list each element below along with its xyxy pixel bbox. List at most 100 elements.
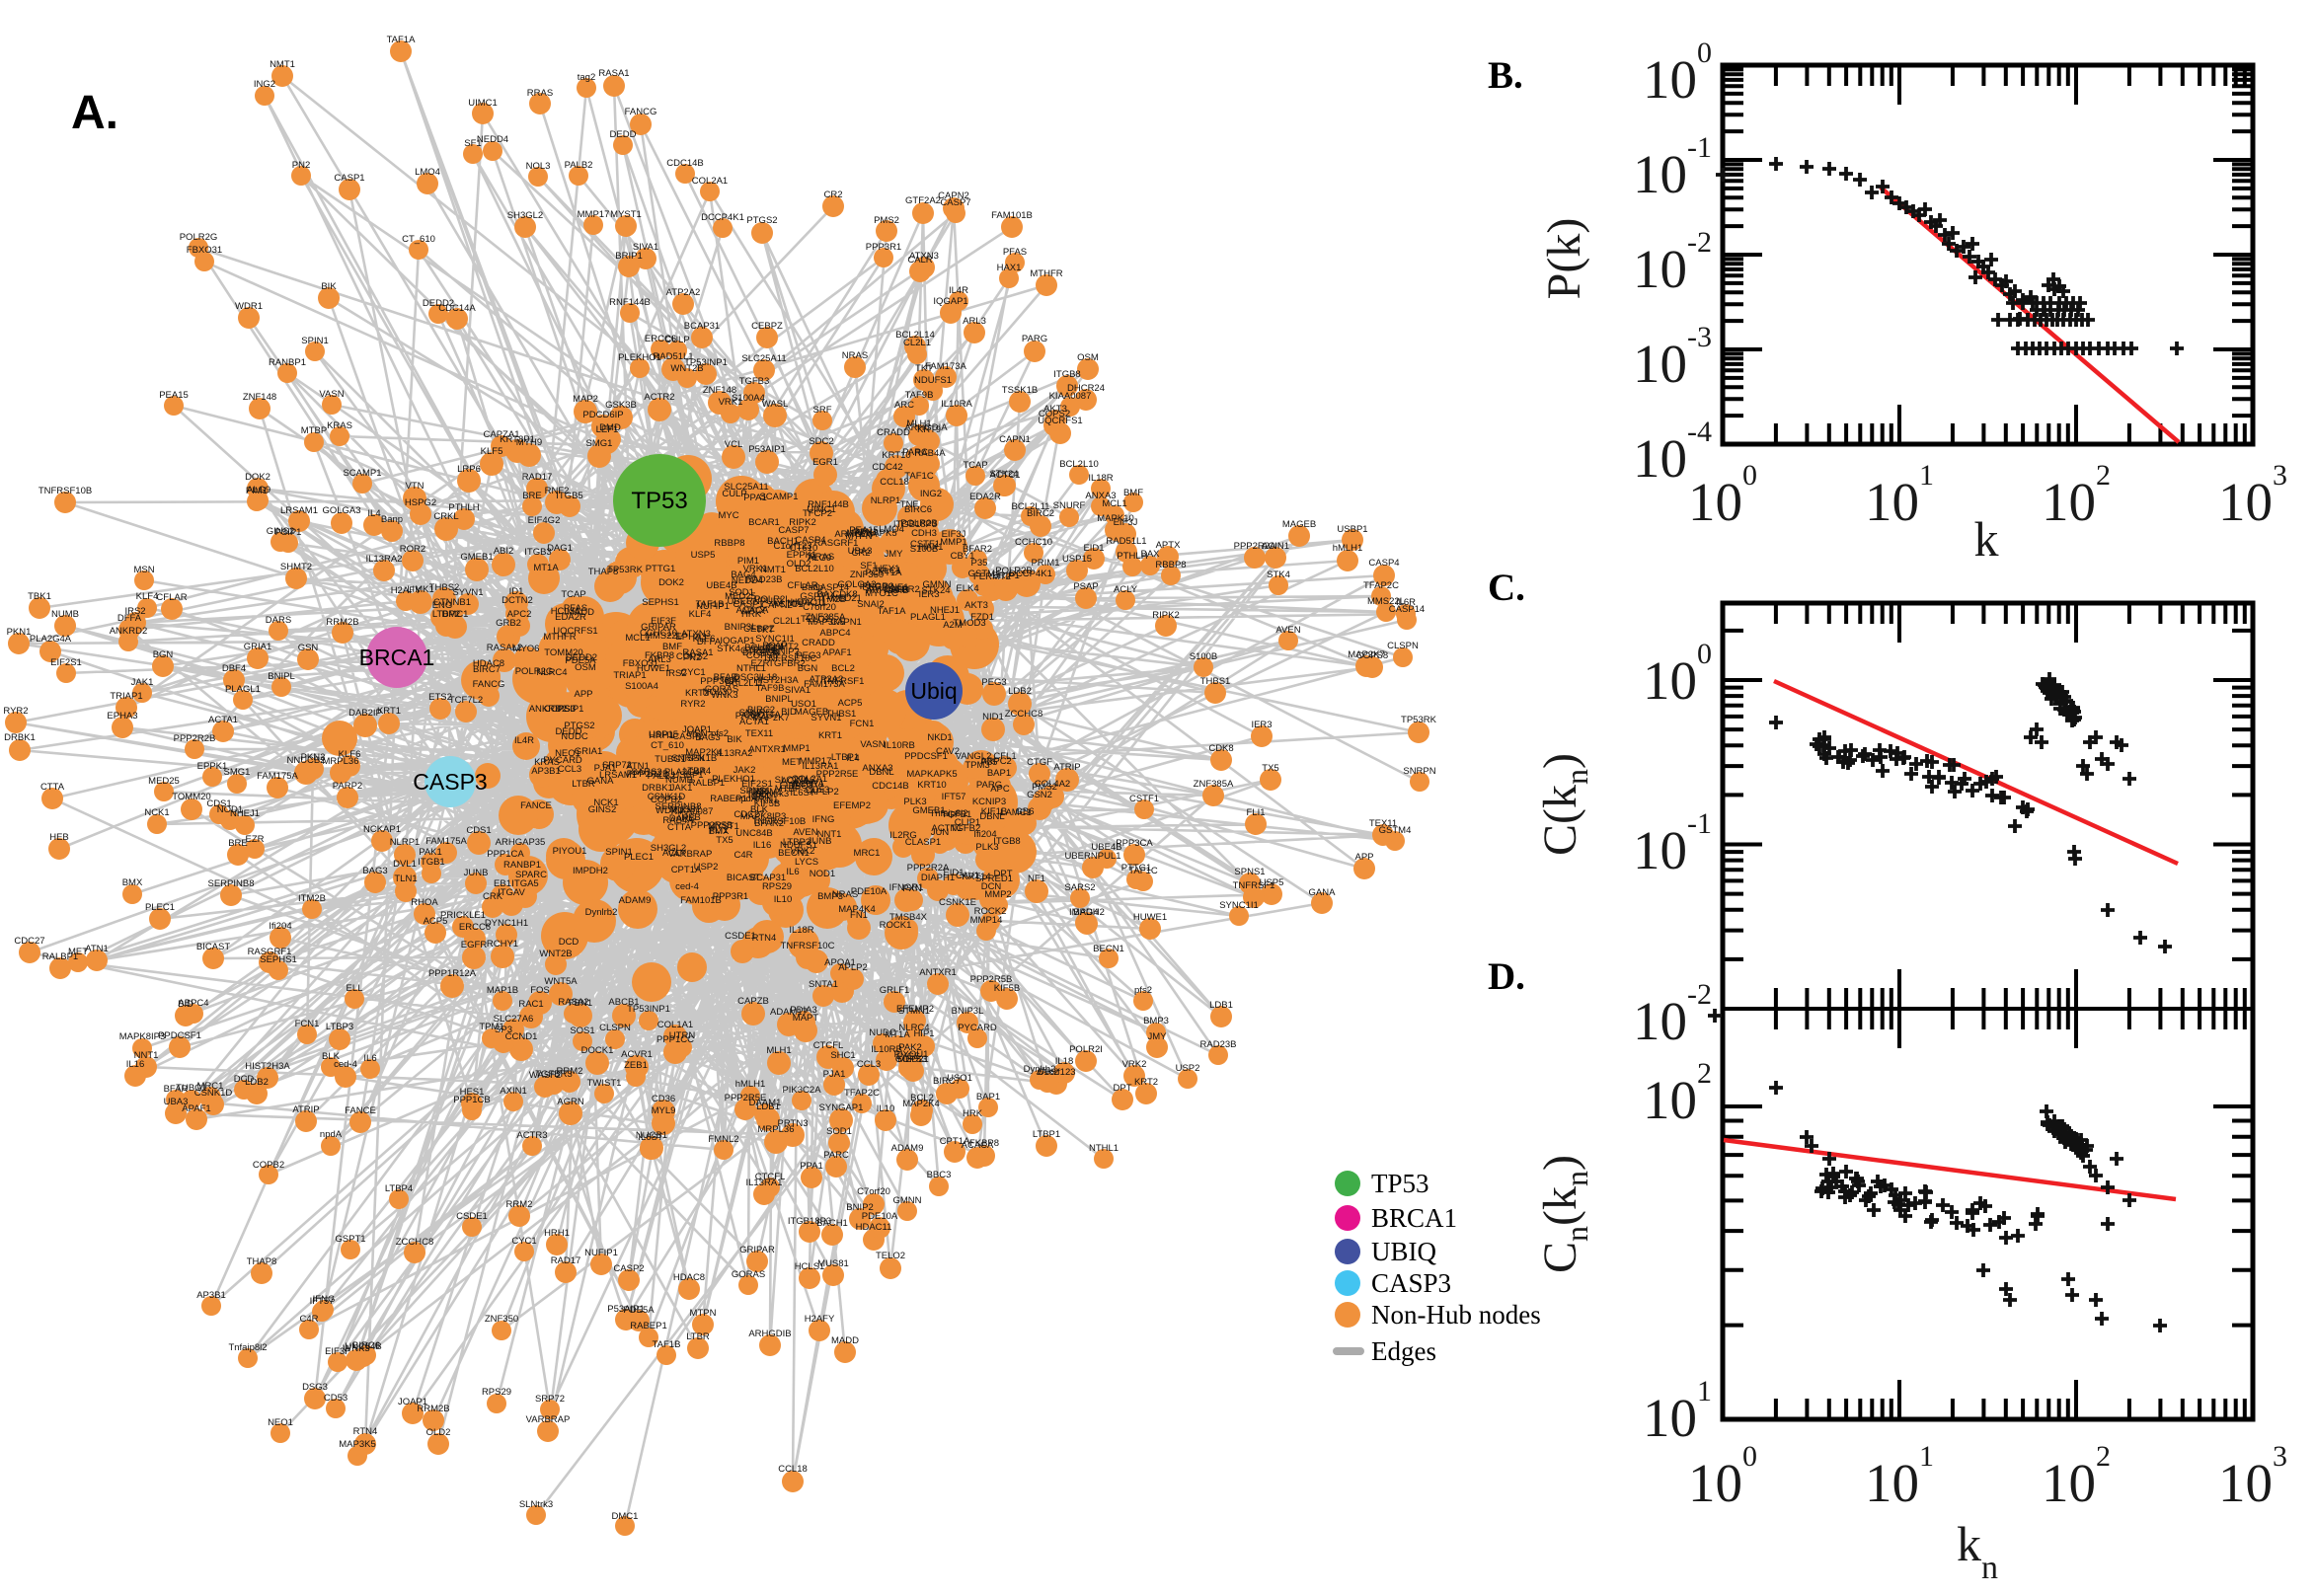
svg-text:TNFRSF1: TNFRSF1: [822, 676, 865, 687]
svg-text:RAD51L1: RAD51L1: [653, 351, 693, 362]
svg-text:SYVN1: SYVN1: [811, 713, 841, 723]
svg-text:DPT: DPT: [1114, 1083, 1132, 1094]
svg-text:LYCS: LYCS: [795, 857, 818, 868]
svg-text:BMX: BMX: [709, 826, 730, 837]
svg-text:ARPC2: ARPC2: [980, 756, 1012, 767]
svg-text:CAPZA1: CAPZA1: [484, 429, 520, 440]
svg-text:PAK1: PAK1: [419, 847, 442, 858]
svg-text:NNT1: NNT1: [817, 829, 842, 840]
svg-text:RRM2: RRM2: [506, 1199, 533, 1210]
svg-text:TNFRSF10C: TNFRSF10C: [763, 653, 817, 664]
svg-text:Tnfaip8l2: Tnfaip8l2: [228, 1342, 267, 1353]
svg-text:DCCP4K1: DCCP4K1: [1009, 569, 1052, 579]
svg-text:ELL: ELL: [347, 983, 363, 994]
svg-text:NTHL1: NTHL1: [736, 663, 766, 674]
svg-text:ZNF148: ZNF148: [243, 392, 276, 403]
svg-text:ADAM17: ADAM17: [770, 1007, 808, 1018]
svg-text:LYCS: LYCS: [896, 1051, 920, 1062]
svg-text:UBE4B: UBE4B: [1091, 842, 1121, 853]
svg-text:BECN1: BECN1: [778, 848, 810, 859]
svg-text:KRT2: KRT2: [685, 688, 709, 699]
svg-text:BCAR1: BCAR1: [748, 517, 780, 528]
svg-text:PLEC1: PLEC1: [145, 902, 175, 913]
svg-text:RBBP8: RBBP8: [1155, 560, 1186, 570]
svg-text:WNK3: WNK3: [711, 690, 737, 701]
svg-text:EGR1: EGR1: [812, 457, 838, 468]
svg-text:TP53: TP53: [1371, 1169, 1429, 1198]
svg-text:GMEB1: GMEB1: [460, 552, 493, 563]
svg-text:KIF1B: KIF1B: [981, 806, 1007, 817]
svg-text:SRP72: SRP72: [602, 760, 632, 771]
svg-text:RABEP1: RABEP1: [630, 1321, 667, 1331]
svg-text:GTF2A2: GTF2A2: [740, 646, 776, 656]
svg-text:IL13RA1: IL13RA1: [746, 1178, 783, 1188]
svg-text:BFAR: BFAR: [714, 672, 738, 683]
svg-text:ARL3: ARL3: [648, 654, 671, 665]
svg-text:TP53INP1: TP53INP1: [627, 1004, 670, 1015]
svg-text:DEDD2: DEDD2: [566, 652, 597, 663]
svg-text:Dynlrb2: Dynlrb2: [585, 907, 618, 918]
svg-text:POLR2B: POLR2B: [995, 566, 1033, 576]
svg-text:THAP8: THAP8: [247, 1256, 277, 1267]
svg-text:PTGS2: PTGS2: [564, 721, 594, 731]
svg-text:SLC25A11: SLC25A11: [741, 353, 786, 364]
svg-text:SERPINB8: SERPINB8: [208, 878, 255, 889]
svg-text:BAX: BAX: [816, 589, 836, 600]
svg-text:CSTF1: CSTF1: [1129, 794, 1159, 804]
svg-text:PPP2R5E: PPP2R5E: [725, 1093, 767, 1103]
svg-text:MYST1: MYST1: [708, 821, 739, 832]
svg-text:CDC14A: CDC14A: [743, 710, 781, 721]
svg-text:COL4A2: COL4A2: [1035, 779, 1070, 790]
svg-text:TCAP: TCAP: [963, 460, 987, 471]
svg-text:H2AFY: H2AFY: [805, 1314, 835, 1325]
svg-text:SERPINE1: SERPINE1: [863, 582, 909, 593]
svg-text:PKN1: PKN1: [7, 627, 32, 638]
svg-text:HEB: HEB: [681, 812, 701, 823]
svg-text:USP2: USP2: [1176, 1063, 1200, 1074]
svg-text:LRSAM1: LRSAM1: [599, 770, 637, 781]
svg-text:SLC27A6: SLC27A6: [494, 1014, 534, 1025]
svg-text:CR2: CR2: [851, 548, 870, 559]
svg-text:SLNtrk3: SLNtrk3: [519, 1499, 553, 1510]
svg-text:CASP2: CASP2: [613, 1263, 644, 1274]
svg-text:APP: APP: [1354, 852, 1373, 863]
svg-text:CSDE1: CSDE1: [456, 1211, 488, 1222]
svg-text:MAPT: MAPT: [793, 1013, 819, 1024]
svg-text:KRT10: KRT10: [917, 780, 946, 791]
svg-text:PPA1: PPA1: [743, 493, 767, 503]
svg-text:BFAR2: BFAR2: [754, 818, 784, 829]
svg-text:PPA1: PPA1: [800, 1161, 823, 1172]
svg-text:ABI2: ABI2: [494, 546, 514, 557]
svg-text:APTX: APTX: [1156, 540, 1181, 551]
svg-text:CALR: CALR: [884, 584, 908, 595]
svg-text:JMY: JMY: [885, 549, 904, 560]
svg-text:PDE5A: PDE5A: [623, 1305, 655, 1316]
svg-text:IQGAP1: IQGAP1: [720, 636, 754, 646]
svg-text:PSAP: PSAP: [762, 641, 787, 651]
svg-text:MAPK10: MAPK10: [1097, 513, 1134, 524]
svg-text:BRIP1: BRIP1: [992, 570, 1019, 581]
svg-text:MAP2K7: MAP2K7: [752, 713, 790, 723]
svg-text:CAPZB: CAPZB: [737, 996, 769, 1007]
svg-text:COL2A1: COL2A1: [692, 176, 728, 187]
svg-text:MT1A: MT1A: [533, 563, 559, 573]
svg-text:Tnfaip8l2: Tnfaip8l2: [929, 808, 967, 819]
svg-text:BRE: BRE: [228, 838, 248, 849]
svg-text:RASAL2: RASAL2: [487, 643, 522, 653]
svg-text:CPT1A: CPT1A: [940, 1136, 970, 1147]
svg-text:MUS81: MUS81: [669, 804, 701, 815]
svg-text:GOLGA3: GOLGA3: [837, 579, 876, 590]
svg-text:CAPN1: CAPN1: [999, 434, 1031, 445]
svg-text:MAPK8IP3: MAPK8IP3: [119, 1031, 165, 1042]
svg-text:SEPHS1: SEPHS1: [260, 954, 297, 965]
svg-text:CASP4: CASP4: [1368, 558, 1399, 569]
svg-text:CLSPN: CLSPN: [1387, 641, 1419, 651]
svg-text:IL10RB: IL10RB: [871, 1044, 902, 1055]
svg-text:CPT1A: CPT1A: [671, 865, 702, 875]
svg-text:MCL1: MCL1: [625, 633, 650, 644]
svg-text:PIM1: PIM1: [246, 486, 268, 496]
svg-text:GRIA1: GRIA1: [575, 746, 603, 757]
svg-text:UTRN: UTRN: [669, 1030, 696, 1041]
svg-text:NLRP1: NLRP1: [871, 495, 901, 506]
svg-text:PSAP: PSAP: [1073, 581, 1098, 592]
